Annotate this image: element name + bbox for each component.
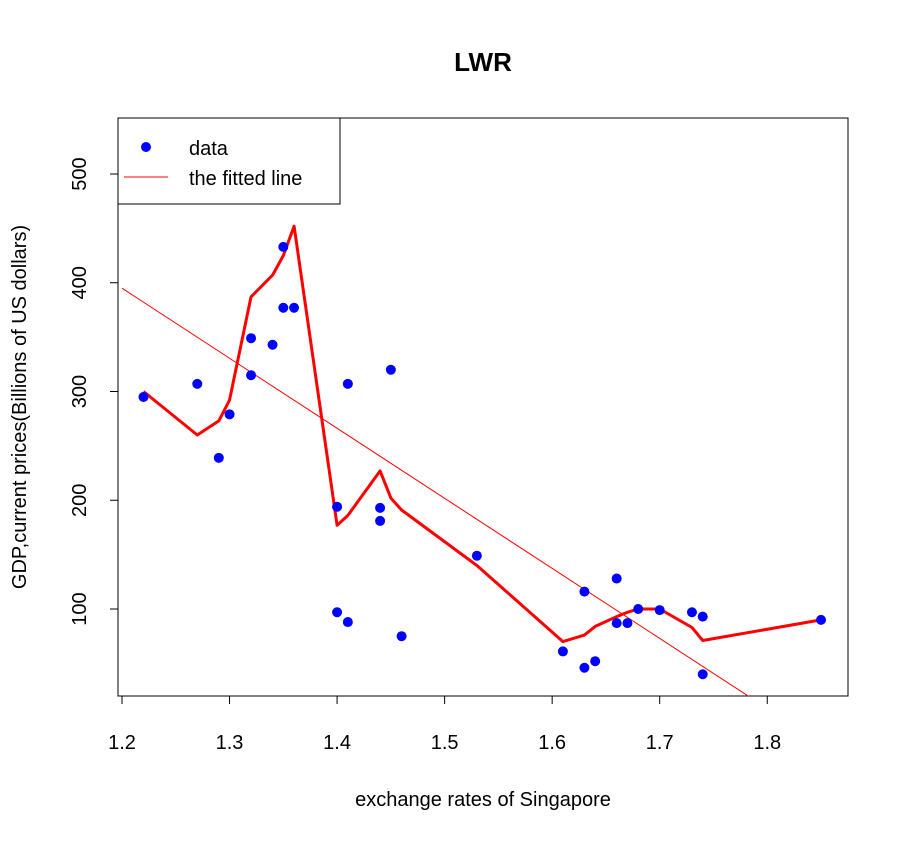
data-point-30 bbox=[697, 669, 708, 680]
data-point-5 bbox=[246, 370, 257, 381]
data-point-23 bbox=[611, 573, 622, 584]
data-point-10 bbox=[332, 501, 343, 512]
data-point-22 bbox=[590, 656, 601, 667]
x-tick-label-0: 1.2 bbox=[108, 732, 136, 754]
data-point-8 bbox=[278, 302, 289, 313]
data-point-16 bbox=[385, 364, 396, 375]
legend-box bbox=[117, 117, 341, 205]
x-tick-label-6: 1.8 bbox=[753, 732, 781, 754]
data-point-15 bbox=[375, 515, 386, 526]
y-tick-label-3: 400 bbox=[69, 266, 91, 299]
data-point-14 bbox=[375, 502, 386, 513]
data-point-31 bbox=[816, 614, 827, 625]
data-point-26 bbox=[633, 604, 644, 614]
data-point-0 bbox=[138, 391, 149, 402]
x-tick-label-3: 1.5 bbox=[431, 732, 459, 754]
data-point-18 bbox=[471, 550, 482, 561]
data-point-25 bbox=[622, 618, 633, 629]
x-axis-label: exchange rates of Singapore bbox=[355, 789, 611, 811]
y-axis: 100 200 300 400 500 bbox=[69, 157, 119, 626]
data-point-28 bbox=[686, 607, 697, 618]
chart-title: LWR bbox=[454, 47, 512, 77]
x-axis: 1.2 1.3 1.4 1.5 1.6 1.7 1.8 bbox=[108, 695, 781, 754]
data-point-7 bbox=[278, 241, 289, 252]
data-point-27 bbox=[654, 605, 665, 616]
fitted-regression-line bbox=[121, 287, 750, 696]
y-tick-label-2: 300 bbox=[69, 375, 91, 408]
x-tick-label-4: 1.6 bbox=[538, 732, 566, 754]
legend-data-label: data bbox=[189, 138, 229, 160]
plot-area bbox=[121, 224, 827, 696]
data-point-4 bbox=[246, 333, 257, 344]
data-point-12 bbox=[332, 607, 343, 618]
data-point-9 bbox=[289, 302, 300, 313]
x-tick-label-2: 1.4 bbox=[323, 732, 351, 754]
y-tick-label-0: 100 bbox=[69, 592, 91, 625]
data-point-29 bbox=[697, 611, 708, 622]
data-point-6 bbox=[267, 339, 278, 350]
legend: data the fitted line bbox=[117, 117, 341, 205]
data-point-3 bbox=[224, 409, 235, 420]
x-tick-label-5: 1.7 bbox=[646, 732, 674, 754]
data-point-2 bbox=[213, 452, 224, 463]
legend-fitted-line-label: the fitted line bbox=[189, 168, 302, 190]
y-tick-label-1: 200 bbox=[69, 484, 91, 517]
data-point-17 bbox=[396, 631, 407, 642]
x-tick-label-1: 1.3 bbox=[216, 732, 244, 754]
y-tick-label-4: 500 bbox=[69, 157, 91, 190]
data-point-21 bbox=[579, 662, 590, 673]
data-point-24 bbox=[611, 618, 622, 629]
legend-data-marker bbox=[141, 142, 151, 152]
y-axis-label: GDP,current prices(Billions of US dollar… bbox=[9, 225, 31, 589]
data-point-1 bbox=[192, 378, 203, 389]
data-point-11 bbox=[342, 378, 353, 389]
data-point-20 bbox=[579, 586, 590, 597]
lwr-smooth-curve bbox=[142, 224, 822, 644]
data-point-13 bbox=[342, 617, 353, 628]
data-point-19 bbox=[557, 646, 568, 657]
